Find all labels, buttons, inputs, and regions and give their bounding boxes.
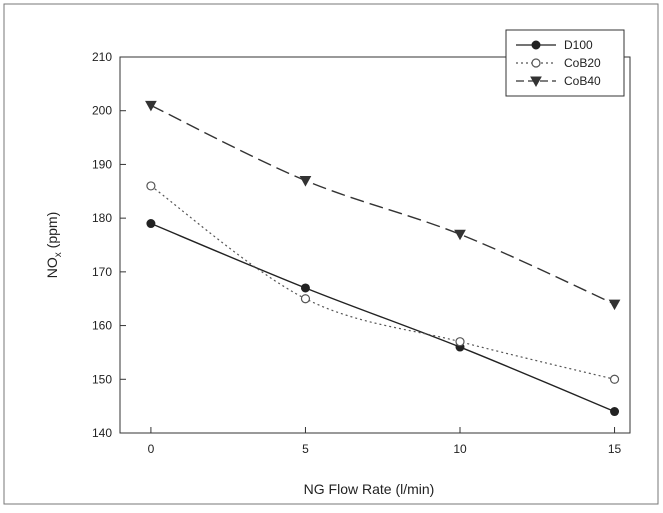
legend-label-cob40: CoB40 [564, 74, 601, 88]
series-d100 [146, 219, 620, 417]
y-axis-label-main: NO [44, 257, 60, 278]
y-axis-label-unit: (ppm) [44, 212, 60, 252]
y-tick-label: 200 [92, 104, 112, 118]
series-cob40 [145, 100, 621, 311]
y-tick-label: 210 [92, 50, 112, 64]
series-line-cob40 [150, 104, 615, 305]
x-axis-ticks: 0 5 10 15 [148, 427, 622, 456]
x-tick-label: 5 [302, 442, 309, 456]
y-tick-label: 180 [92, 211, 112, 225]
y-axis-ticks: 140 150 160 170 180 190 200 210 [92, 50, 126, 440]
legend-box [505, 29, 625, 97]
data-point-cob40 [299, 176, 312, 187]
data-point-cob20 [609, 374, 620, 384]
data-point-cob40 [145, 100, 157, 112]
series-layer [145, 100, 621, 417]
series-line-d100 [150, 222, 615, 413]
x-tick-label: 0 [148, 442, 155, 456]
legend-label-d100: D100 [564, 38, 593, 52]
x-tick-label: 10 [453, 442, 467, 456]
x-axis-label: NG Flow Rate (l/min) [304, 481, 435, 497]
plot-area [119, 56, 631, 434]
data-point-cob20 [146, 181, 156, 191]
legend-label-cob20: CoB20 [564, 56, 601, 70]
data-point-cob20 [300, 294, 311, 304]
y-axis-label-subscript: x [53, 252, 64, 257]
data-point-cob20 [455, 337, 465, 347]
legend-marker-cob20 [531, 58, 541, 68]
data-point-d100 [610, 407, 620, 417]
series-cob20 [146, 181, 620, 384]
legend-marker-d100 [531, 40, 541, 50]
data-point-d100 [146, 219, 156, 229]
legend: D100 CoB20 CoB40 [505, 29, 625, 97]
y-tick-label: 150 [92, 372, 112, 386]
data-point-d100 [300, 283, 310, 293]
y-tick-label: 160 [92, 319, 112, 333]
data-point-cob40 [454, 229, 466, 241]
x-tick-label: 15 [608, 442, 622, 456]
y-tick-label: 190 [92, 157, 112, 171]
legend-marker-cob40 [530, 76, 542, 88]
data-point-cob40 [608, 299, 621, 311]
y-axis-label: NOx (ppm) [44, 212, 64, 278]
y-tick-label: 170 [92, 265, 112, 279]
y-tick-label: 140 [92, 426, 112, 440]
series-line-cob20 [150, 185, 615, 380]
